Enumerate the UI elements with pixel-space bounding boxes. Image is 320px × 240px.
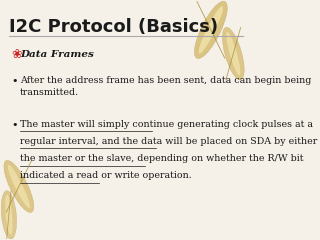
Text: the master or the slave, depending on whether the R/W bit: the master or the slave, depending on wh… bbox=[20, 154, 304, 163]
Ellipse shape bbox=[222, 27, 244, 80]
Text: ❀: ❀ bbox=[12, 48, 22, 61]
Ellipse shape bbox=[226, 32, 240, 75]
Text: indicated a read or write operation.: indicated a read or write operation. bbox=[20, 171, 192, 180]
Ellipse shape bbox=[195, 1, 227, 59]
Ellipse shape bbox=[8, 165, 30, 208]
Ellipse shape bbox=[199, 6, 223, 54]
Text: •: • bbox=[12, 76, 18, 86]
Text: Data Frames: Data Frames bbox=[20, 50, 94, 59]
Text: I2C Protocol (Basics): I2C Protocol (Basics) bbox=[9, 18, 218, 36]
Ellipse shape bbox=[5, 195, 12, 235]
Text: regular interval, and the data will be placed on SDA by either: regular interval, and the data will be p… bbox=[20, 137, 317, 146]
Text: The master will simply continue generating clock pulses at a: The master will simply continue generati… bbox=[20, 120, 313, 129]
Ellipse shape bbox=[4, 160, 34, 212]
Ellipse shape bbox=[1, 191, 17, 239]
Text: After the address frame has been sent, data can begin being
transmitted.: After the address frame has been sent, d… bbox=[20, 76, 311, 97]
Text: •: • bbox=[12, 120, 18, 130]
